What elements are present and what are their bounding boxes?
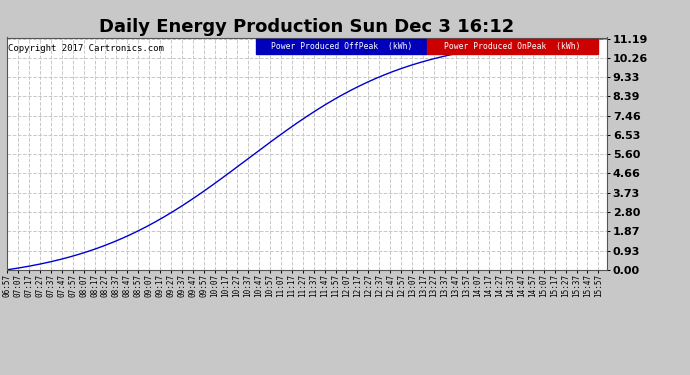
Text: Power Produced OnPeak  (kWh): Power Produced OnPeak (kWh) bbox=[444, 42, 581, 51]
Title: Daily Energy Production Sun Dec 3 16:12: Daily Energy Production Sun Dec 3 16:12 bbox=[99, 18, 515, 36]
Text: Power Produced OffPeak  (kWh): Power Produced OffPeak (kWh) bbox=[271, 42, 412, 51]
Bar bbox=[256, 39, 427, 54]
Bar bbox=[427, 39, 598, 54]
Text: Copyright 2017 Cartronics.com: Copyright 2017 Cartronics.com bbox=[8, 45, 164, 54]
